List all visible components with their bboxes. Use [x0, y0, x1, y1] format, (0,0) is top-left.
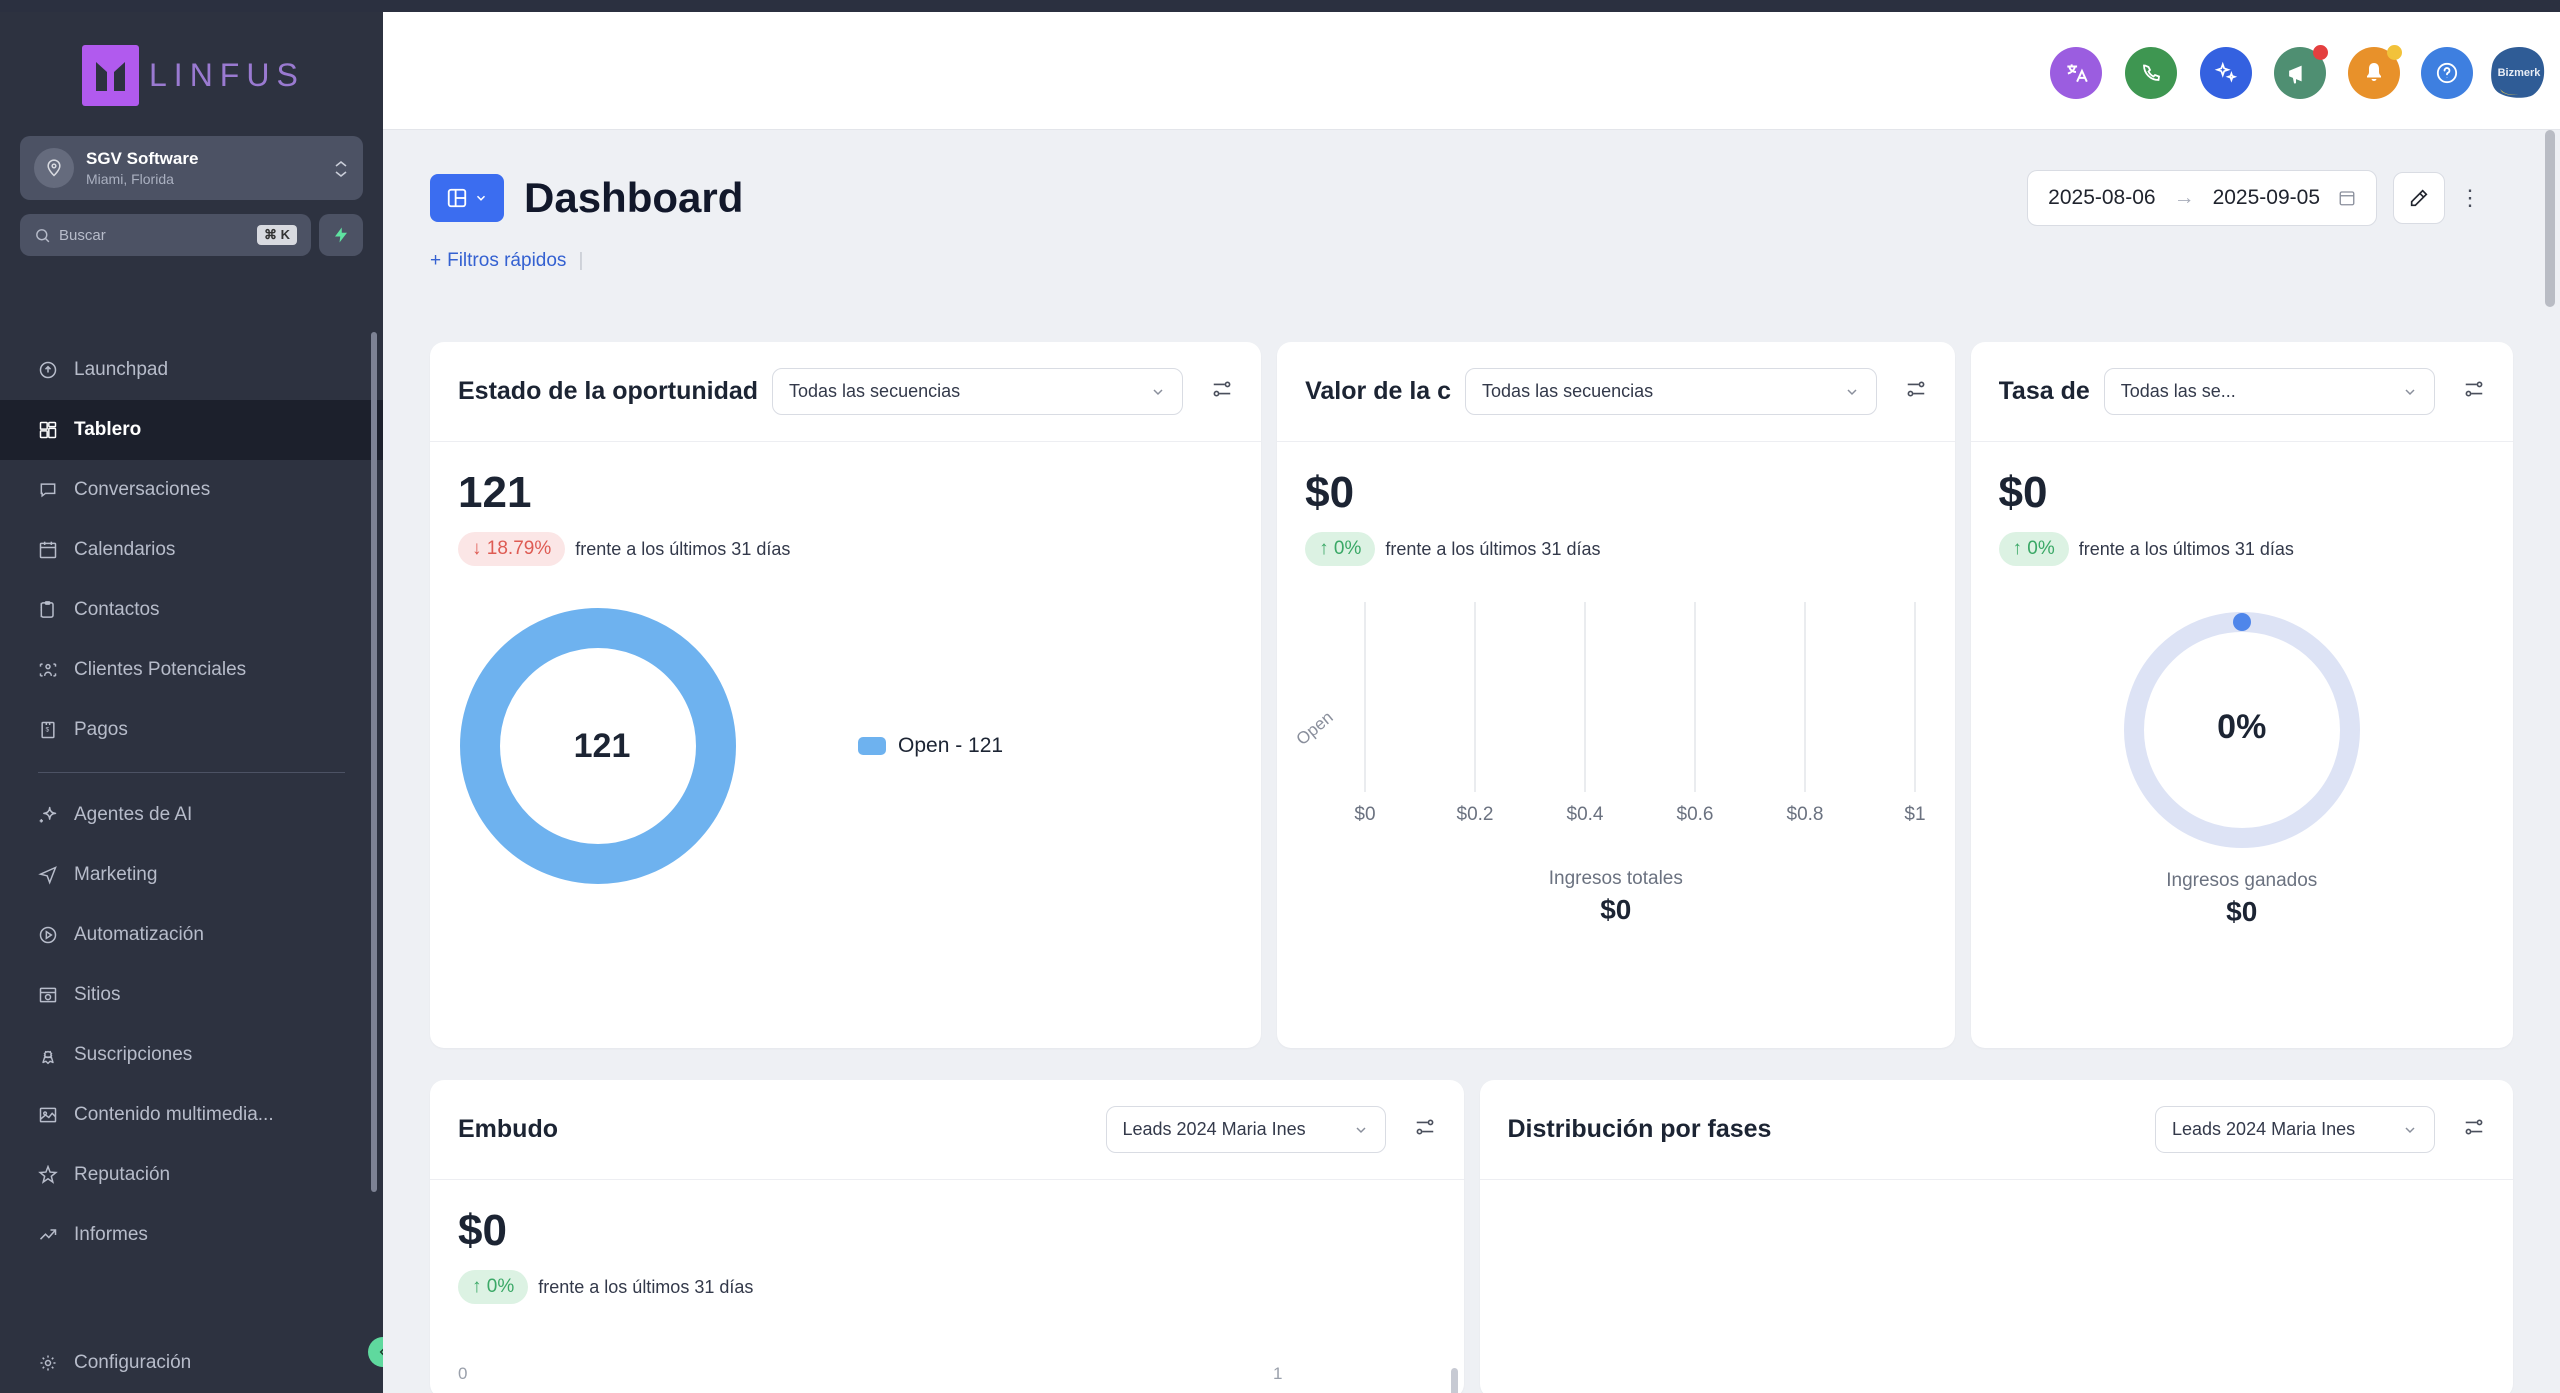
svg-text:$0.2: $0.2 — [1457, 804, 1494, 825]
svg-text:$0.8: $0.8 — [1787, 804, 1824, 825]
svg-text:$0.6: $0.6 — [1677, 804, 1714, 825]
svg-text:$1: $1 — [1905, 804, 1926, 825]
svg-text:$: $ — [46, 727, 50, 734]
svg-text:$0.4: $0.4 — [1567, 804, 1604, 825]
svg-text:$0: $0 — [1355, 804, 1376, 825]
